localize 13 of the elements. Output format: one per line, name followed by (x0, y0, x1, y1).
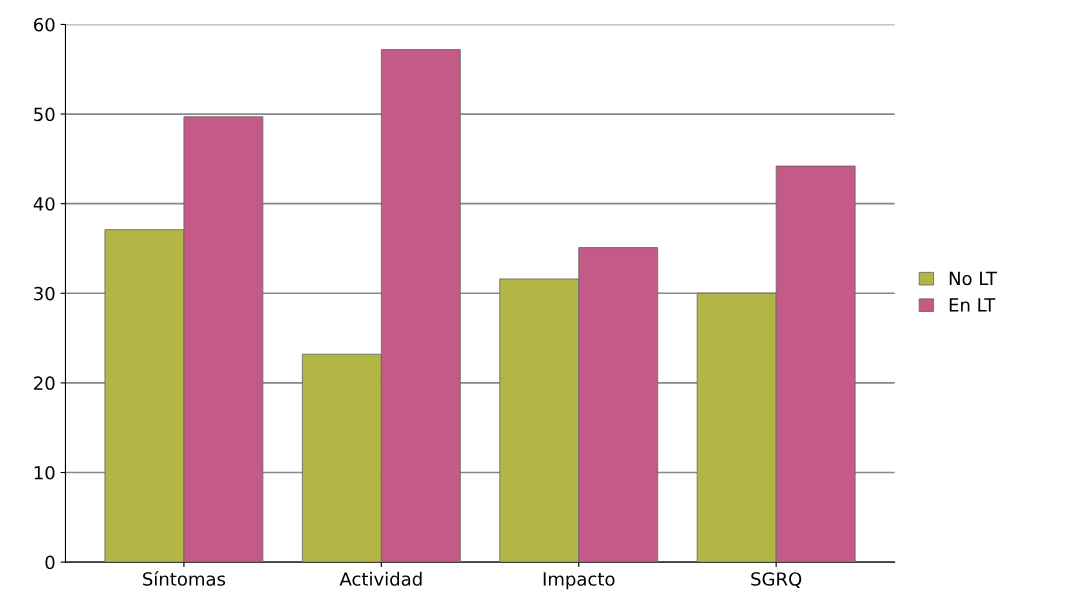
y-tick-label: 60 (34, 17, 55, 32)
legend-label: No LT (949, 271, 997, 286)
y-tick-label: 0 (45, 555, 55, 570)
y-tick-label: 40 (33, 197, 55, 211)
y-tick-label: 10 (34, 465, 55, 480)
x-tick-label: Actividad (339, 571, 422, 586)
x-tick-label: Impacto (543, 572, 615, 590)
y-tick-label: 20 (34, 376, 55, 391)
y-tick-label: 30 (34, 286, 55, 301)
x-tick-label: Síntomas (143, 571, 226, 586)
legend-label: En LT (949, 298, 996, 312)
x-tick-label: SGRQ (751, 572, 802, 588)
y-tick-label: 50 (34, 107, 55, 122)
